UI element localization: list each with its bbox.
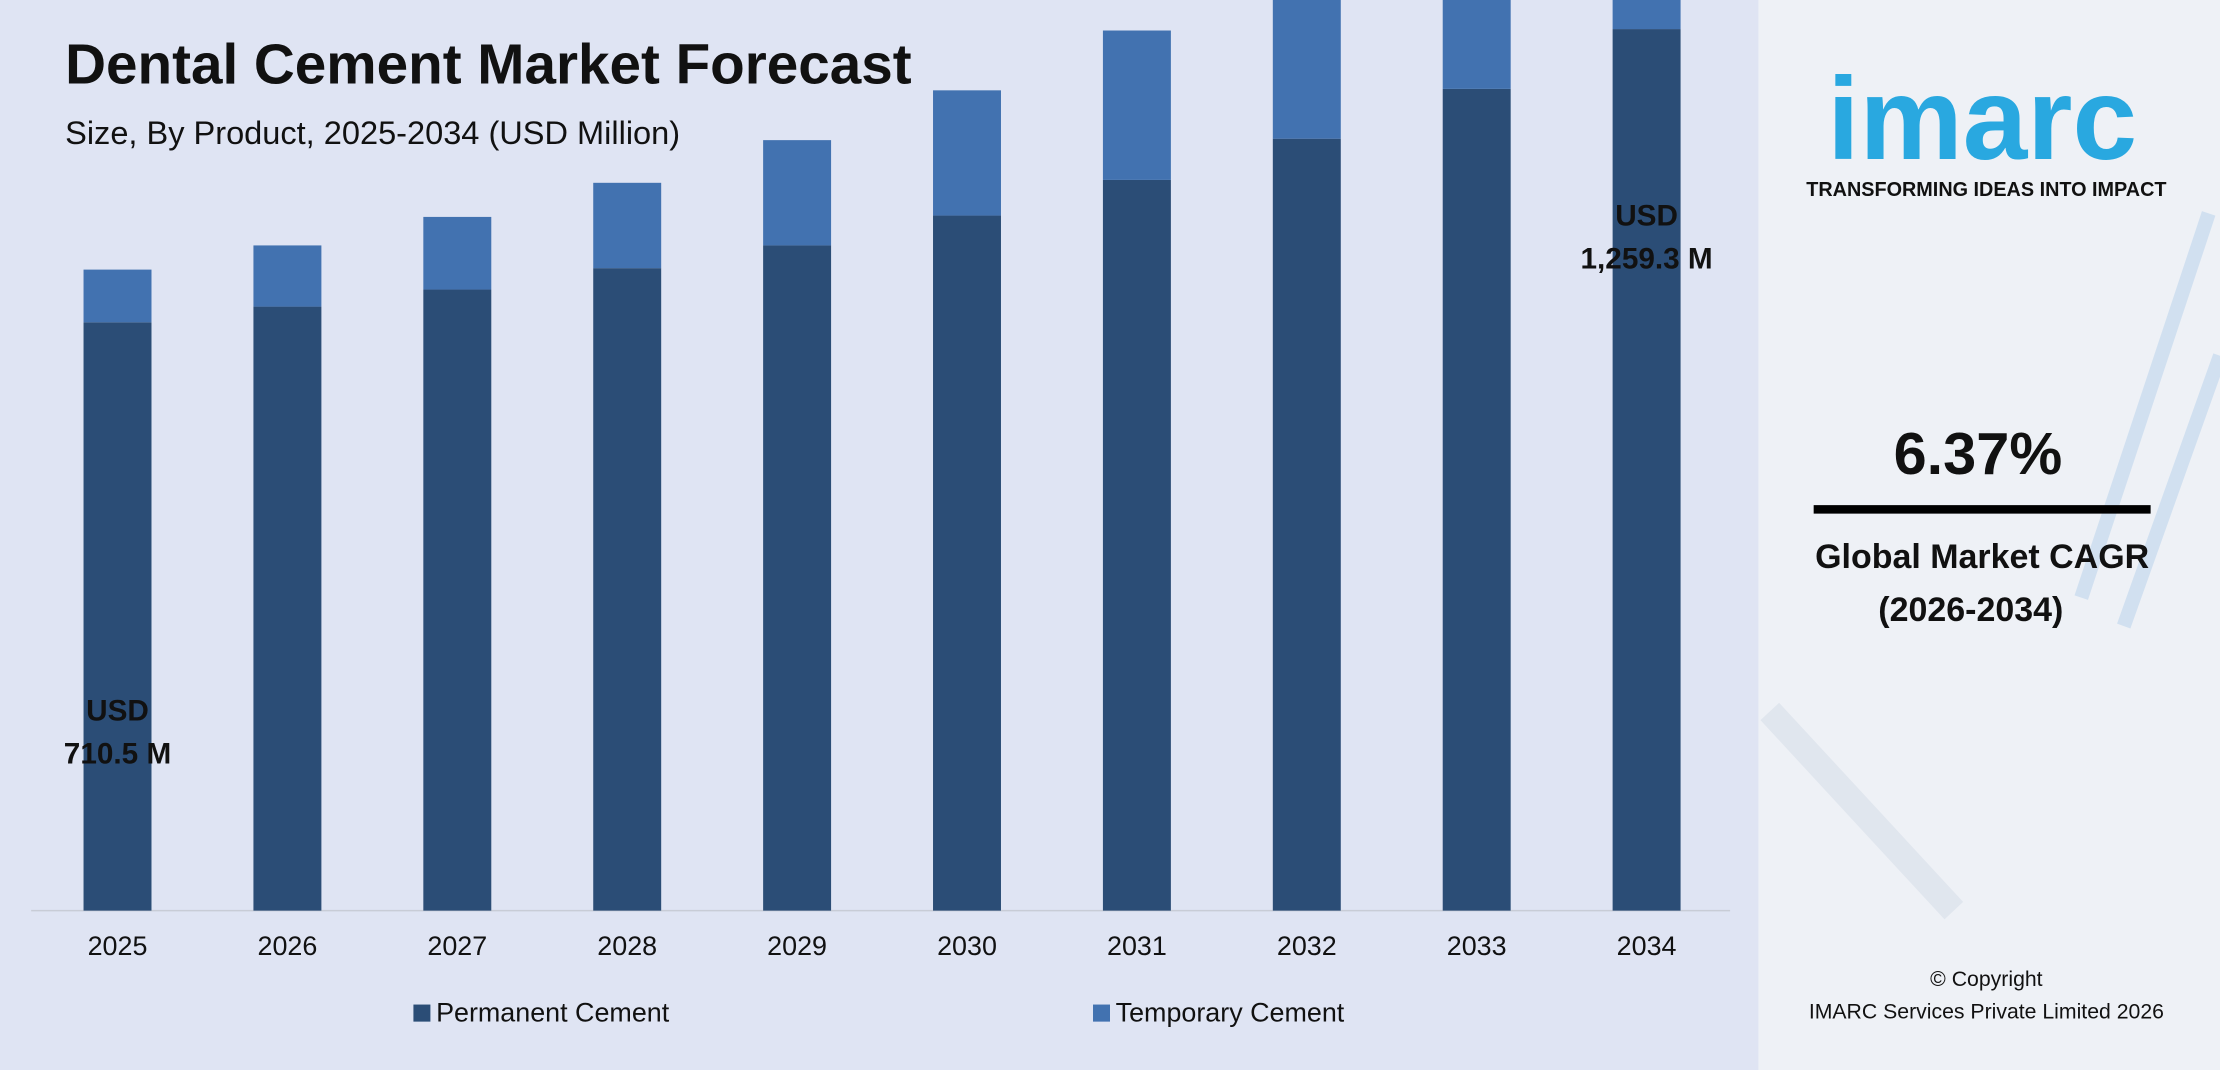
x-tick-label: 2028 <box>597 931 657 961</box>
bar-segment <box>1612 29 1681 911</box>
total-label: USD <box>1615 200 1678 233</box>
bar-segment <box>253 245 322 307</box>
sidebar-background <box>1758 0 2220 1070</box>
chart-title: Dental Cement Market Forecast <box>65 33 912 96</box>
legend-swatch <box>1093 1004 1110 1022</box>
bar-segment <box>933 215 1001 911</box>
bar-segment <box>1612 0 1681 30</box>
bar-segment <box>1442 0 1511 89</box>
cagr-label: Global Market CAGR <box>1815 538 2149 576</box>
sidebar-decoration <box>1760 211 2220 920</box>
bar-segment <box>763 245 832 911</box>
bar-segment <box>933 90 1001 216</box>
bar-segment <box>1442 88 1511 911</box>
total-label: 1,259.3 M <box>1581 242 1713 275</box>
x-tick-label: 2030 <box>937 931 997 961</box>
chart-subtitle: Size, By Product, 2025-2034 (USD Million… <box>65 114 680 151</box>
bar-segment <box>1272 138 1341 911</box>
bar-segment <box>83 322 152 911</box>
legend-swatch <box>413 1004 431 1022</box>
bar-segment <box>1102 179 1171 911</box>
cagr-period: (2026-2034) <box>1878 591 2063 629</box>
total-label: USD <box>86 695 149 728</box>
legend-label: Permanent Cement <box>436 998 670 1028</box>
total-label: 710.5 M <box>64 737 171 770</box>
bar-segment <box>1272 0 1341 139</box>
copyright-holder: IMARC Services Private Limited 2026 <box>1809 1000 2164 1024</box>
copyright: © Copyright <box>1930 967 2042 991</box>
bar-segment <box>423 216 492 290</box>
legend-label: Temporary Cement <box>1116 998 1345 1028</box>
bar-segment <box>83 269 152 323</box>
x-tick-label: 2032 <box>1277 931 1337 961</box>
x-tick-label: 2026 <box>258 931 318 961</box>
x-tick-label: 2027 <box>427 931 487 961</box>
x-tick-label: 2031 <box>1107 931 1167 961</box>
bar-segment <box>763 140 832 246</box>
bar-segment <box>593 268 662 911</box>
bar-segment <box>423 289 492 911</box>
x-tick-label: 2033 <box>1447 931 1507 961</box>
bar-segment <box>593 182 662 269</box>
logo: imarc <box>1827 54 2137 184</box>
x-tick-label: 2034 <box>1617 931 1677 961</box>
tagline: TRANSFORMING IDEAS INTO IMPACT <box>1806 179 2166 201</box>
x-tick-label: 2029 <box>767 931 827 961</box>
bar-segment <box>1102 30 1171 180</box>
x-tick-label: 2025 <box>88 931 148 961</box>
cagr-value: 6.37% <box>1894 420 2063 487</box>
bar-segment <box>253 306 322 911</box>
